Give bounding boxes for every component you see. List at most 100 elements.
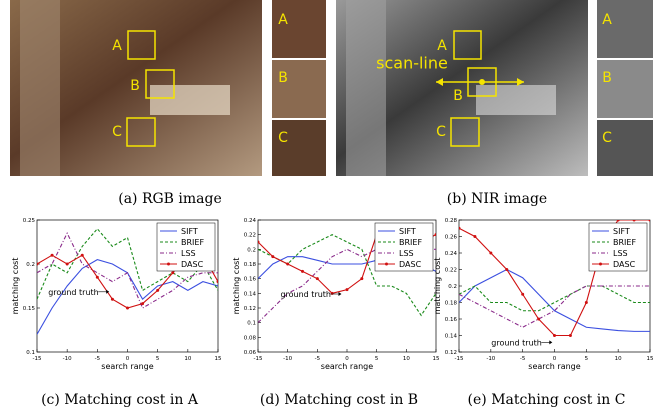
crop-label: A	[278, 12, 288, 28]
x-tick-label: 10	[184, 356, 191, 362]
y-tick-label: 0.14	[244, 291, 257, 297]
window	[476, 85, 556, 115]
x-tick-label: -15	[455, 356, 464, 362]
annotation: ground truth	[280, 290, 331, 299]
x-tick-label: 15	[215, 356, 222, 362]
y-axis-label: matching cost	[232, 258, 241, 315]
x-tick-label: -15	[254, 356, 263, 362]
crop	[272, 60, 326, 118]
legend-marker	[599, 262, 602, 266]
y-tick-label: 0.1	[26, 350, 35, 356]
legend-label: SIFT	[181, 227, 198, 236]
legend-label: BRIEF	[399, 238, 422, 247]
x-tick-label: 0	[126, 356, 130, 362]
caption: (e) Matching cost in C	[468, 392, 626, 408]
point	[110, 297, 114, 301]
point	[315, 277, 319, 281]
x-tick-label: -5	[95, 356, 101, 362]
region-box	[127, 30, 156, 60]
legend-label: DASC	[181, 260, 204, 269]
legend-label: LSS	[613, 249, 628, 258]
legend-label: BRIEF	[181, 238, 204, 247]
crop	[597, 60, 653, 118]
crop-label: B	[602, 70, 612, 86]
y-axis-label: matching cost	[11, 258, 20, 315]
annotation: ground truth	[491, 338, 542, 347]
y-tick-label: 0.22	[445, 268, 457, 274]
region-box	[453, 30, 482, 60]
point	[521, 292, 525, 296]
y-axis-label: matching cost	[433, 258, 442, 315]
crop-label: B	[278, 70, 288, 86]
point	[141, 302, 145, 306]
caption: (d) Matching cost in B	[260, 392, 418, 408]
point	[330, 291, 334, 295]
y-tick-label: 0.2	[448, 284, 457, 290]
chart: 0.1 0.15 0.2 0.25 -15 -10 -5 0 5 10 15 search range…	[11, 218, 222, 408]
y-tick-label: 0.22	[244, 233, 256, 239]
point	[505, 268, 509, 271]
nir-image: A B C scan-line A B C (b) NIR image	[336, 0, 653, 207]
point	[434, 233, 436, 237]
crop-label: C	[278, 130, 288, 146]
region-label: C	[112, 124, 122, 140]
point	[80, 253, 84, 257]
y-tick-label: 0.24	[445, 251, 458, 257]
region-box	[450, 117, 480, 147]
caption: (b) NIR image	[447, 191, 547, 207]
series-line	[459, 285, 650, 312]
region-box	[145, 69, 175, 99]
y-tick-label: 0.16	[445, 317, 458, 323]
point	[286, 262, 290, 266]
x-tick-label: -10	[63, 356, 72, 362]
point	[65, 262, 69, 266]
point	[171, 271, 175, 275]
x-tick-label: -15	[33, 356, 42, 362]
crop	[272, 0, 326, 58]
x-tick-label: 10	[615, 356, 622, 362]
series-line	[37, 231, 218, 309]
crop	[597, 120, 653, 176]
point	[345, 288, 349, 292]
annotation-arrowhead	[549, 340, 553, 345]
y-tick-label: 0.14	[445, 334, 458, 340]
annotation-arrowhead	[338, 292, 342, 296]
x-tick-label: -5	[315, 356, 321, 362]
caption: (c) Matching cost in A	[41, 392, 199, 408]
point	[479, 79, 485, 85]
x-tick-label: 15	[647, 356, 654, 362]
point	[301, 269, 304, 273]
region-label: A	[112, 38, 122, 54]
rgb-image: A B C A B C (a) RGB image	[10, 0, 326, 207]
pillar	[346, 0, 386, 176]
legend-label: SIFT	[613, 227, 630, 236]
region-label: A	[437, 38, 447, 54]
chart: 0.12 0.14 0.16 0.18 0.2 0.22 0.24 0.26 0.28 -15 -1…	[433, 218, 654, 408]
crop	[597, 0, 653, 58]
annotation: ground truth	[48, 288, 99, 297]
y-tick-label: 0.18	[445, 301, 458, 307]
plot-area	[37, 227, 218, 335]
legend-label: LSS	[181, 249, 196, 258]
y-tick-label: 0.26	[445, 235, 458, 241]
x-tick-label: 5	[156, 356, 160, 362]
y-tick-label: 0.15	[23, 306, 36, 312]
x-tick-label: -10	[486, 356, 495, 362]
legend-marker	[385, 262, 388, 266]
x-axis-label: search range	[321, 362, 373, 371]
x-tick-label: 5	[585, 356, 589, 362]
y-tick-label: 0.28	[445, 218, 458, 224]
point	[360, 277, 364, 281]
point	[156, 288, 160, 292]
region-label: B	[453, 88, 463, 104]
point	[37, 262, 39, 266]
x-tick-label: 10	[403, 356, 410, 362]
crop-label: C	[602, 130, 612, 146]
point	[258, 240, 260, 244]
point	[473, 235, 477, 238]
region-label: B	[130, 78, 140, 94]
point	[648, 220, 650, 222]
y-tick-label: 0.08	[244, 335, 257, 341]
y-tick-label: 0.06	[244, 350, 257, 356]
series-line	[459, 285, 650, 328]
